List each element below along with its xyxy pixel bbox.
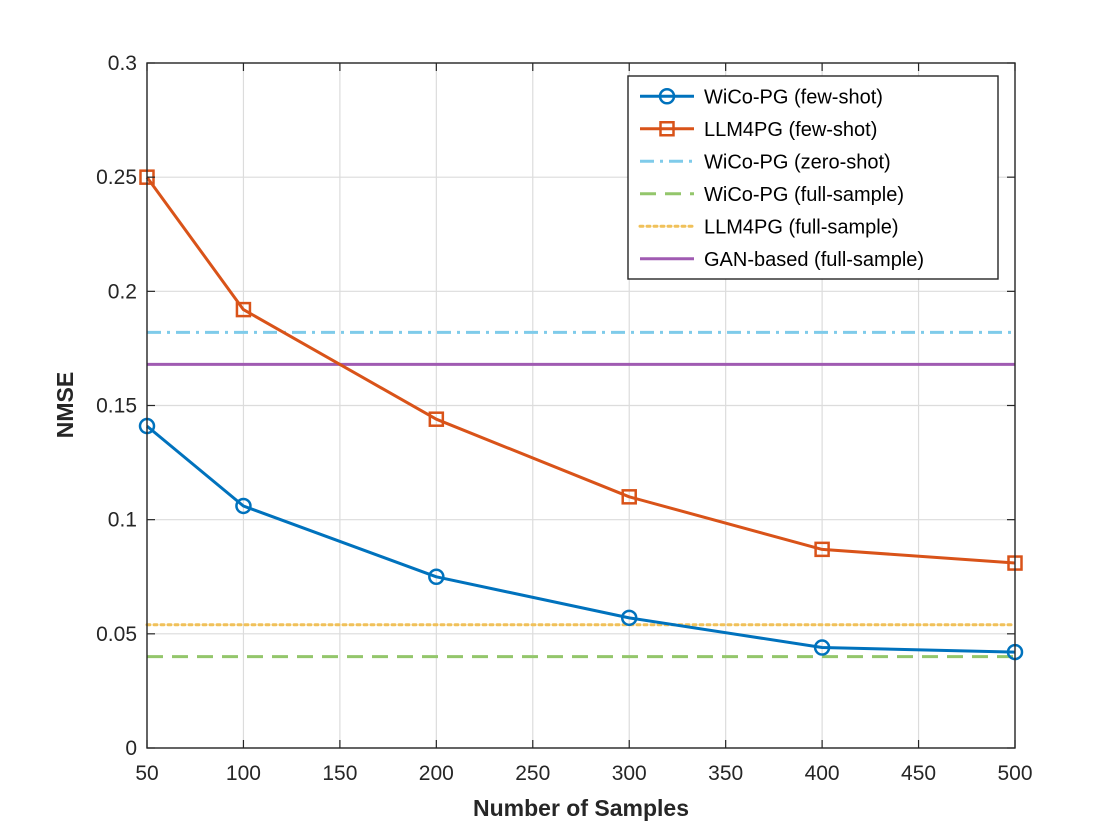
series-0-point [428, 568, 445, 585]
series-line-1 [145, 176, 1016, 565]
x-axis-title: Number of Samples [473, 795, 689, 821]
x-tick-label: 50 [135, 762, 158, 785]
legend-entry-label: WiCo-PG (few-shot) [704, 86, 883, 108]
series-layer [138, 169, 1024, 661]
x-tick-label: 350 [708, 762, 743, 785]
y-tick-label: 0.05 [96, 623, 137, 646]
legend-box [627, 75, 999, 280]
x-tick-label: 100 [226, 762, 261, 785]
x-tick-label: 200 [419, 762, 454, 785]
x-tick-label: 250 [515, 762, 550, 785]
y-tick-label: 0.25 [96, 166, 137, 189]
axis-ticks: 50 100 150 200 250 300 350 400 450 500 0 0.05 0.1 0.1… [96, 52, 1032, 785]
series-1-point [814, 541, 830, 558]
series-0-point [620, 609, 638, 627]
legend-entry-label: LLM4PG (few-shot) [704, 119, 877, 141]
y-axis-title: NMSE [52, 372, 78, 438]
y-tick-label: 0.3 [108, 52, 137, 75]
series-1-point [621, 489, 637, 505]
series-1-point [428, 411, 445, 427]
legend-entry-label: LLM4PG (full-sample) [704, 216, 899, 238]
x-tick-label: 500 [997, 762, 1032, 785]
legend: WiCo-PG (few-shot) LLM4PG (few-shot) WiCo-… [627, 75, 999, 280]
series-1-point [235, 301, 252, 318]
y-tick-label: 0.2 [108, 280, 137, 303]
x-tick-label: 300 [612, 762, 647, 785]
legend-marker [658, 88, 676, 105]
y-tick-label: 0 [125, 737, 137, 760]
x-tick-label: 450 [901, 762, 936, 785]
x-tick-label: 400 [805, 762, 840, 785]
legend-entry-label: WiCo-PG (zero-shot) [704, 151, 891, 173]
x-tick-label: 150 [322, 762, 357, 785]
y-tick-label: 0.15 [96, 395, 137, 418]
y-tick-label: 0.1 [108, 509, 137, 532]
legend-entry-label: WiCo-PG (full-sample) [704, 184, 904, 206]
legend-entry-label: GAN-based (full-sample) [704, 249, 924, 271]
series-line-0 [146, 424, 1016, 654]
series-0-point [235, 497, 252, 515]
series-0-point [813, 639, 831, 656]
legend-marker [659, 121, 675, 137]
